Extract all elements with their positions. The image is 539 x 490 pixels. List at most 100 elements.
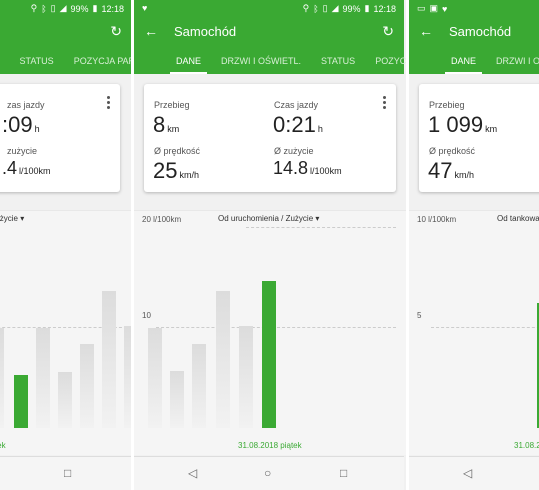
more-options-icon[interactable] xyxy=(383,96,386,111)
y-axis-mid-label: 5 xyxy=(417,311,422,320)
phone-right: ▭ ▣ ♥ ← Samochód DANE DRZWI I OŚW Przebi… xyxy=(409,0,539,490)
tab-doors-lights[interactable]: DRZWI I OŚW xyxy=(496,56,539,66)
heart-icon: ♥ xyxy=(142,3,148,13)
drive-time-label: zas jazdy xyxy=(7,100,45,110)
refresh-icon[interactable]: ↻ xyxy=(382,23,394,39)
notification-icons: ♥ xyxy=(142,3,147,13)
chart-bar-selected[interactable] xyxy=(537,303,539,428)
back-arrow-icon[interactable]: ← xyxy=(419,23,433,39)
gridline-5 xyxy=(431,327,539,328)
drive-time-value: 0:21 h xyxy=(273,112,323,137)
chart-mode-selector[interactable]: Od uruchomienia / Zużycie ▾ xyxy=(218,214,320,223)
image-icon: ▣ xyxy=(429,3,439,13)
tab-parking-position[interactable]: POZYCJA PARKOW xyxy=(375,56,406,66)
chart-bar[interactable] xyxy=(239,326,253,428)
phone-center: ♥ ⚲ ᛒ ▯ ◢ 99% ▮ 12:18 ← Samochód ↻ DANE xyxy=(134,0,406,490)
selected-date-label: wtorek xyxy=(0,441,6,450)
drive-time-label: Czas jazdy xyxy=(274,100,319,110)
distance-label: Przebieg xyxy=(429,100,465,110)
chart-bar[interactable] xyxy=(148,328,162,428)
back-triangle-icon[interactable]: ◁ xyxy=(188,466,198,480)
selected-date-label: 31.08.2 xyxy=(514,441,539,450)
screen-title: Samochód xyxy=(174,24,237,39)
notification-icons: ▭ ▣ ♥ xyxy=(417,3,447,14)
battery-text: 99% xyxy=(342,3,361,14)
bluetooth-icon: ᛒ xyxy=(313,3,319,14)
tab-bar: DANE DRZWI I OŚWIETL. STATUS POZYCJA PAR… xyxy=(134,46,406,74)
signal-icon: ◢ xyxy=(331,3,339,13)
tab-status[interactable]: STATUS xyxy=(321,56,356,66)
tab-bar: DANE DRZWI I OŚW xyxy=(409,46,539,74)
chart-bar-selected[interactable] xyxy=(14,375,28,428)
y-axis-max-label: 20 l/100km xyxy=(142,215,182,224)
refresh-icon[interactable]: ↻ xyxy=(110,23,122,39)
chart-mode-selector[interactable]: / Zużycie ▾ xyxy=(0,214,25,223)
vibrate-icon: ▯ xyxy=(322,3,328,13)
status-bar: ▭ ▣ ♥ xyxy=(409,0,539,18)
chart-bar[interactable] xyxy=(36,328,50,428)
trip-summary-card: zas jazdy :09 h zużycie .4 l/100km xyxy=(0,84,120,192)
tab-parking-position[interactable]: POZYCJA PARKOW xyxy=(73,56,132,66)
chart-bar[interactable] xyxy=(0,328,4,428)
system-nav-bar: ◁ ○ □ xyxy=(134,456,404,490)
system-nav-bar: ◁ xyxy=(409,456,539,490)
avg-speed-value: 25 km/h xyxy=(153,158,199,183)
screen-cast-icon: ▭ xyxy=(417,3,426,13)
recents-icon[interactable]: □ xyxy=(340,466,348,480)
app-bar: ↻ xyxy=(0,18,132,46)
location-icon: ⚲ xyxy=(302,3,310,13)
consumption-label: Ø zużycie xyxy=(274,146,314,156)
avg-speed-label: Ø prędkość xyxy=(154,146,201,156)
home-circle-icon[interactable]: ○ xyxy=(264,466,272,480)
battery-icon: ▮ xyxy=(92,3,98,13)
vibrate-icon: ▯ xyxy=(50,3,56,13)
trip-summary-card: Przebieg 8 km Czas jazdy 0:21 h Ø prędkość… xyxy=(144,84,396,192)
screen-title: Samochód xyxy=(449,24,512,39)
distance-label: Przebieg xyxy=(154,100,190,110)
chart-bar[interactable] xyxy=(124,326,132,428)
app-bar: ← Samochód xyxy=(409,18,539,46)
y-axis-mid-label: 10 xyxy=(142,311,151,320)
back-arrow-icon[interactable]: ← xyxy=(144,23,158,39)
selected-date-label: 31.08.2018 piątek xyxy=(238,441,302,450)
app-bar: ← Samochód ↻ xyxy=(134,18,404,46)
drive-time-value: :09 h xyxy=(2,112,40,137)
chart-bar[interactable] xyxy=(216,291,230,428)
chart-bar[interactable] xyxy=(170,371,184,428)
more-options-icon[interactable] xyxy=(107,96,110,111)
y-axis-max-label: 10 l/100km xyxy=(417,215,457,224)
tab-doors-lights[interactable]: DRZWI I OŚWIETL. xyxy=(221,56,302,66)
gridline-20 xyxy=(246,227,396,228)
bluetooth-icon: ᛒ xyxy=(41,3,47,14)
clock-text: 12:18 xyxy=(373,3,396,14)
location-icon: ⚲ xyxy=(30,3,38,13)
consumption-value: .4 l/100km xyxy=(2,158,51,178)
chart-bar[interactable] xyxy=(102,291,116,428)
chart-bar-selected[interactable] xyxy=(262,281,276,428)
chart-mode-selector[interactable]: Od tankowa xyxy=(497,214,539,223)
consumption-label: zużycie xyxy=(7,146,38,156)
status-bar: ♥ ⚲ ᛒ ▯ ◢ 99% ▮ 12:18 xyxy=(134,0,404,18)
recents-icon[interactable]: □ xyxy=(64,466,72,480)
chart-bar[interactable] xyxy=(192,344,206,428)
tab-data[interactable]: DANE xyxy=(444,46,483,74)
heart-icon: ♥ xyxy=(442,3,448,14)
back-triangle-icon[interactable]: ◁ xyxy=(463,466,473,480)
tab-data[interactable]: DANE xyxy=(169,46,208,74)
phone-left: ⚲ ᛒ ▯ ◢ 99% ▮ 12:18 ↻ L. STATUS POZYCJA … xyxy=(0,0,132,490)
tab-status[interactable]: STATUS xyxy=(19,56,54,66)
status-icons: ⚲ ᛒ ▯ ◢ 99% ▮ 12:18 xyxy=(303,3,396,14)
battery-icon: ▮ xyxy=(364,3,370,13)
gridline-10 xyxy=(156,327,396,328)
system-nav-bar: □ xyxy=(0,456,132,490)
divider xyxy=(131,0,134,490)
status-bar: ⚲ ᛒ ▯ ◢ 99% ▮ 12:18 xyxy=(0,0,132,18)
signal-icon: ◢ xyxy=(59,3,67,13)
distance-value: 1 099 km xyxy=(428,112,498,137)
chart-bar[interactable] xyxy=(80,344,94,428)
chart-bar[interactable] xyxy=(58,372,72,428)
battery-text: 99% xyxy=(70,3,89,14)
gridline-10 xyxy=(0,327,127,328)
chart-area: 20 l/100km Od uruchomienia / Zużycie ▾ 1… xyxy=(134,210,406,455)
